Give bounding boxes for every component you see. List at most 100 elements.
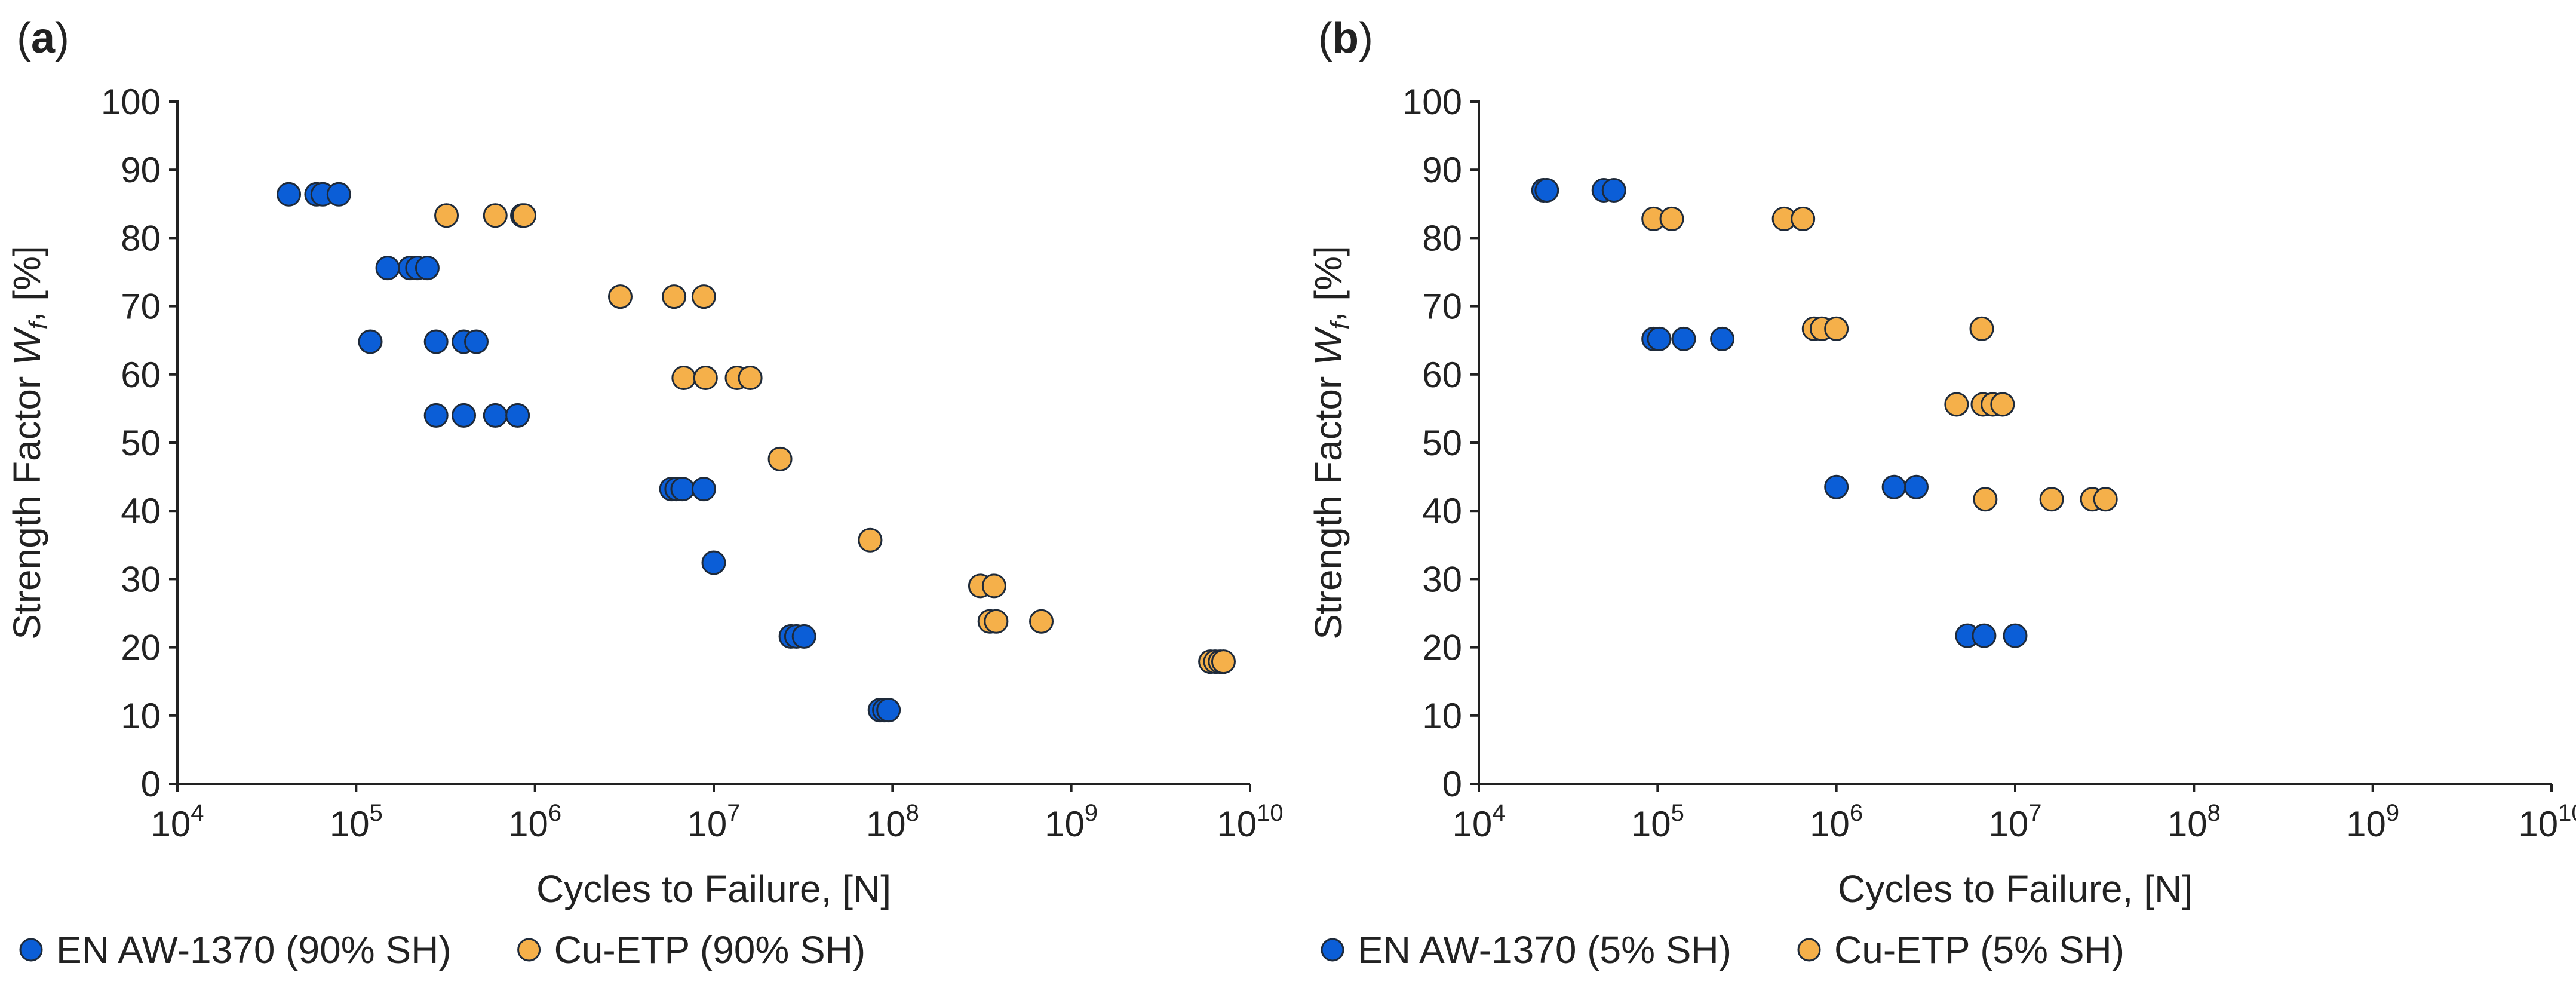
data-point: [693, 366, 718, 391]
y-tick-label: 80: [1422, 218, 1462, 258]
y-tick-label: 90: [1422, 150, 1462, 190]
data-point: [1972, 623, 1997, 648]
y-tick-label: 20: [121, 628, 161, 668]
x-tick-label: 105: [330, 800, 383, 844]
data-point: [2003, 623, 2028, 648]
data-point: [1671, 326, 1696, 351]
data-point: [375, 256, 400, 281]
legend-label: EN AW-1370 (90% SH): [56, 928, 452, 971]
data-point: [984, 609, 1009, 634]
y-tick-label: 30: [121, 559, 161, 599]
data-point: [483, 203, 508, 228]
panel-label: (a): [17, 14, 69, 62]
x-tick-label: 106: [1810, 800, 1863, 844]
legend-marker: [1797, 938, 1821, 962]
data-point: [662, 284, 687, 309]
y-tick-label: 80: [121, 218, 161, 258]
data-point: [981, 573, 1006, 599]
data-point: [2039, 487, 2064, 512]
data-point: [2093, 487, 2118, 512]
data-point: [858, 527, 883, 553]
data-point: [1904, 474, 1929, 499]
data-point: [358, 329, 383, 354]
data-point: [1973, 487, 1998, 512]
data-point: [671, 366, 696, 391]
y-tick-label: 20: [1422, 628, 1462, 668]
x-tick-label: 108: [866, 800, 919, 844]
y-tick-label: 90: [121, 150, 161, 190]
data-point: [1824, 316, 1849, 341]
legend-marker: [517, 938, 541, 962]
legend-label: Cu-ETP (5% SH): [1834, 928, 2124, 971]
data-point: [452, 403, 477, 428]
x-tick-label: 109: [1045, 800, 1098, 844]
data-point: [1824, 474, 1849, 499]
data-point: [277, 182, 302, 207]
data-point: [607, 284, 633, 309]
legend-marker: [1321, 938, 1344, 962]
series-1: [434, 203, 1236, 674]
y-axis-title: Strength Factor Wf, [%]: [5, 246, 53, 640]
y-tick-label: 10: [1422, 696, 1462, 736]
y-tick-label: 30: [1422, 559, 1462, 599]
y-tick-label: 100: [101, 82, 161, 122]
y-tick-label: 100: [1402, 82, 1462, 122]
data-point: [1944, 392, 1969, 417]
y-tick-label: 50: [121, 423, 161, 463]
y-tick-label: 10: [121, 696, 161, 736]
x-tick-label: 109: [2346, 800, 2399, 844]
legend-marker: [19, 938, 43, 962]
data-point: [1211, 649, 1236, 674]
x-tick-label: 105: [1631, 800, 1684, 844]
data-point: [1969, 316, 1994, 341]
y-tick-label: 0: [1442, 764, 1462, 804]
data-point: [1990, 392, 2015, 417]
data-point: [1029, 609, 1054, 634]
x-tick-label: 108: [2167, 800, 2221, 844]
data-point: [464, 329, 489, 354]
y-tick-label: 40: [1422, 491, 1462, 531]
data-point: [1647, 326, 1672, 351]
data-point: [701, 550, 726, 575]
data-point: [512, 203, 537, 228]
data-point: [1659, 206, 1684, 231]
data-point: [423, 329, 449, 354]
data-point: [1601, 177, 1626, 203]
data-point: [415, 256, 440, 281]
data-point: [1881, 474, 1906, 499]
series-1: [1641, 206, 2118, 512]
data-point: [738, 366, 763, 391]
x-tick-label: 1010: [1217, 800, 1283, 844]
series-0: [277, 182, 901, 723]
data-point: [1791, 206, 1816, 231]
panel-b: (b) 0 10 20 30 40 50 60 70 80 90 100 104 105 106 107 108…: [1307, 14, 2576, 971]
data-point: [326, 182, 351, 207]
data-point: [876, 698, 901, 723]
data-point: [691, 477, 716, 502]
data-point: [483, 403, 508, 428]
panel-a: (a) 0 10 20 30 40 50 60 70 80 90 100 104 105 106 107 108…: [5, 14, 1284, 971]
y-tick-label: 50: [1422, 423, 1462, 463]
data-point: [1710, 326, 1735, 351]
y-tick-label: 70: [1422, 287, 1462, 327]
legend-label: EN AW-1370 (5% SH): [1358, 928, 1731, 971]
y-tick-label: 40: [121, 491, 161, 531]
data-point: [670, 477, 695, 502]
x-tick-label: 107: [1989, 800, 2042, 844]
x-axis-title: Cycles to Failure, [N]: [1838, 867, 2193, 910]
x-axis-title: Cycles to Failure, [N]: [536, 867, 891, 910]
data-point: [505, 403, 530, 428]
data-point: [791, 624, 816, 649]
legend-label: Cu-ETP (90% SH): [554, 928, 866, 971]
x-tick-label: 104: [151, 800, 204, 844]
y-axis-title: Strength Factor Wf, [%]: [1307, 246, 1355, 640]
data-point: [1534, 177, 1559, 203]
x-tick-label: 107: [687, 800, 741, 844]
y-tick-label: 60: [121, 355, 161, 395]
y-tick-label: 60: [1422, 355, 1462, 395]
data-point: [434, 203, 459, 228]
x-tick-label: 104: [1453, 800, 1506, 844]
y-tick-label: 70: [121, 287, 161, 327]
y-tick-label: 0: [141, 764, 161, 804]
